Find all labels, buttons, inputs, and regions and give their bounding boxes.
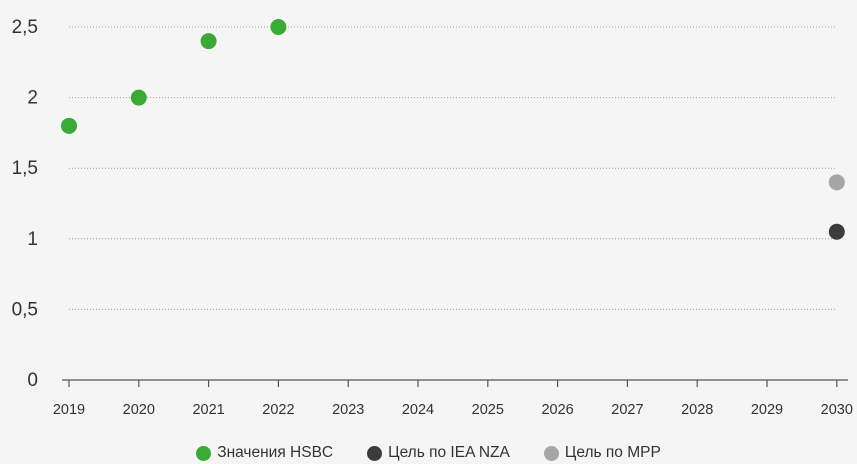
x-axis: 2019 2020 2021 2022 2023 2024 2025 2026 2027 2028… [53,379,853,418]
x-tick-label: 2030 [821,402,853,418]
legend-label-hsbc: Значения HSBC [217,444,334,461]
y-axis: 0 0,5 1 1,5 2 2,5 [12,17,38,391]
gridlines [69,26,836,310]
y-tick-label: 1 [27,229,38,250]
data-point-series-0[interactable] [130,89,147,106]
y-tick-label: 1,5 [12,158,38,179]
data-point-series-1[interactable] [828,223,845,240]
x-tick-label: 2023 [332,402,364,418]
legend: Значения HSBC Цель по IEA NZA Цель по MP… [0,442,857,464]
legend-marker-hsbc [196,445,212,461]
y-tick-label: 2 [27,88,38,109]
legend-marker-mpp [543,445,559,461]
data-points [61,19,845,240]
x-tick-label: 2020 [123,402,155,418]
x-tick-label: 2025 [472,402,504,418]
x-tick-label: 2024 [402,402,434,418]
data-point-series-0[interactable] [270,19,287,35]
x-tick-label: 2019 [53,402,85,418]
y-tick-label: 2,5 [12,17,38,38]
x-tick-label: 2021 [192,402,224,418]
x-tick-label: 2027 [611,402,643,418]
legend-label-mpp: Цель по MPP [564,444,661,461]
legend-marker-iea-nza [367,445,383,461]
x-tick-label: 2026 [541,402,573,418]
x-tick-label: 2029 [751,402,783,418]
x-tick-label: 2022 [262,402,294,418]
x-tick-label: 2028 [681,402,713,418]
data-point-series-0[interactable] [61,117,77,134]
data-point-series-2[interactable] [828,174,845,191]
y-tick-label: 0,5 [12,299,38,320]
scatter-plot: 2019 2020 2021 2022 2023 2024 2025 2026 2027 2028… [12,17,853,418]
legend-item-iea-nza[interactable]: Цель по IEA NZA [367,444,510,462]
legend-label-iea-nza: Цель по IEA NZA [388,444,510,461]
legend-item-hsbc[interactable]: Значения HSBC [196,444,333,462]
data-point-series-0[interactable] [200,33,217,50]
legend-item-mpp[interactable]: Цель по MPP [543,444,661,462]
y-tick-label: 0 [27,370,38,391]
